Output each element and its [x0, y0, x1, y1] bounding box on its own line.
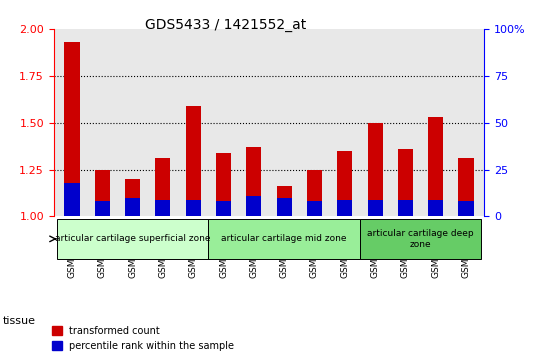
- FancyBboxPatch shape: [208, 219, 360, 259]
- Text: articular cartilage superficial zone: articular cartilage superficial zone: [55, 234, 210, 243]
- FancyBboxPatch shape: [57, 219, 208, 259]
- Text: GDS5433 / 1421552_at: GDS5433 / 1421552_at: [145, 18, 307, 32]
- Bar: [398, 149, 413, 216]
- Bar: [65, 42, 80, 216]
- Bar: [428, 200, 443, 216]
- Bar: [277, 198, 292, 216]
- Legend: transformed count, percentile rank within the sample: transformed count, percentile rank withi…: [48, 322, 238, 355]
- Bar: [125, 198, 140, 216]
- Text: articular cartilage deep
zone: articular cartilage deep zone: [367, 229, 474, 249]
- Bar: [65, 183, 80, 216]
- Bar: [216, 153, 231, 216]
- Bar: [186, 200, 201, 216]
- Bar: [307, 201, 322, 216]
- Bar: [367, 200, 383, 216]
- Bar: [216, 201, 231, 216]
- FancyBboxPatch shape: [360, 219, 481, 259]
- Bar: [398, 200, 413, 216]
- Bar: [458, 201, 473, 216]
- Bar: [95, 201, 110, 216]
- Bar: [428, 117, 443, 216]
- Bar: [458, 158, 473, 216]
- Text: tissue: tissue: [3, 316, 36, 326]
- Bar: [186, 106, 201, 216]
- Bar: [95, 170, 110, 216]
- Text: articular cartilage mid zone: articular cartilage mid zone: [222, 234, 347, 243]
- Bar: [337, 151, 352, 216]
- Bar: [246, 147, 261, 216]
- Bar: [277, 187, 292, 216]
- Bar: [155, 158, 171, 216]
- Bar: [337, 200, 352, 216]
- Bar: [307, 170, 322, 216]
- Bar: [246, 196, 261, 216]
- Bar: [125, 179, 140, 216]
- Bar: [155, 200, 171, 216]
- Bar: [367, 123, 383, 216]
